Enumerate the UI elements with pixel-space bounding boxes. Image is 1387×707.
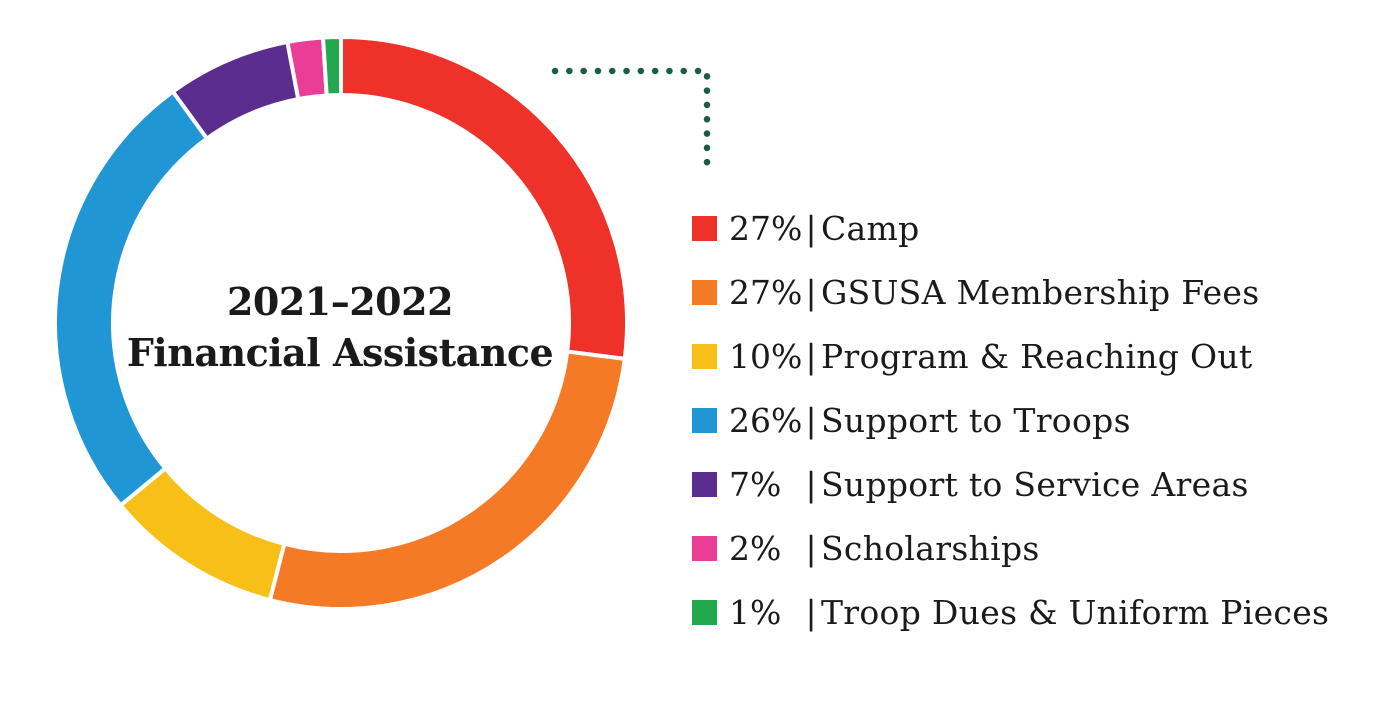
legend-separator: | bbox=[805, 272, 817, 312]
legend-swatch bbox=[692, 471, 717, 497]
dotted-connector-line bbox=[551, 67, 711, 177]
donut-slice-program-reaching-out bbox=[117, 465, 287, 603]
legend-swatch bbox=[692, 535, 717, 561]
legend-label: GSUSA Membership Fees bbox=[821, 272, 1260, 312]
chart-subtitle: Financial Assistance bbox=[126, 330, 554, 375]
legend-separator: | bbox=[805, 464, 817, 504]
legend-swatch bbox=[692, 215, 717, 241]
chart-title: 2021–2022 bbox=[226, 279, 454, 324]
donut-chart bbox=[53, 34, 629, 611]
legend-separator: | bbox=[805, 400, 817, 440]
legend-item-scholarships: 2% | Scholarships bbox=[692, 516, 1329, 580]
legend-percent: 1% bbox=[729, 592, 782, 632]
legend-percent: 2% bbox=[729, 528, 782, 568]
legend-item-program-reaching-out: 10% | Program & Reaching Out bbox=[692, 324, 1329, 388]
legend-label: Scholarships bbox=[821, 528, 1040, 568]
legend-separator: | bbox=[805, 528, 817, 568]
legend-percent: 7% bbox=[729, 464, 782, 504]
legend-percent: 10% bbox=[729, 336, 803, 376]
legend-percent: 27% bbox=[729, 208, 803, 248]
legend-label: Troop Dues & Uniform Pieces bbox=[821, 592, 1330, 632]
legend-label: Camp bbox=[821, 208, 920, 248]
legend-swatch bbox=[692, 407, 717, 433]
legend-label: Support to Troops bbox=[821, 400, 1131, 440]
legend: 27% | Camp 27% | GSUSA Membership Fees 1… bbox=[692, 196, 1329, 644]
legend-swatch bbox=[692, 279, 717, 305]
donut-slice-troop-dues-uniform-pieces bbox=[320, 34, 343, 98]
legend-item-camp: 27% | Camp bbox=[692, 196, 1329, 260]
legend-percent: 26% bbox=[729, 400, 803, 440]
legend-label: Program & Reaching Out bbox=[821, 336, 1253, 376]
legend-percent: 27% bbox=[729, 272, 803, 312]
legend-swatch bbox=[692, 599, 717, 625]
legend-item-support-to-service-areas: 7% | Support to Service Areas bbox=[692, 452, 1329, 516]
donut-slices bbox=[53, 34, 629, 611]
legend-item-troop-dues-uniform-pieces: 1% | Troop Dues & Uniform Pieces bbox=[692, 580, 1329, 644]
legend-label: Support to Service Areas bbox=[821, 464, 1249, 504]
legend-separator: | bbox=[805, 336, 817, 376]
legend-swatch bbox=[692, 343, 717, 369]
legend-separator: | bbox=[805, 208, 817, 248]
legend-item-gsusa-membership-fees: 27% | GSUSA Membership Fees bbox=[692, 260, 1329, 324]
legend-item-support-to-troops: 26% | Support to Troops bbox=[692, 388, 1329, 452]
donut-slice-gsusa-membership-fees bbox=[267, 349, 627, 611]
legend-separator: | bbox=[805, 592, 817, 632]
